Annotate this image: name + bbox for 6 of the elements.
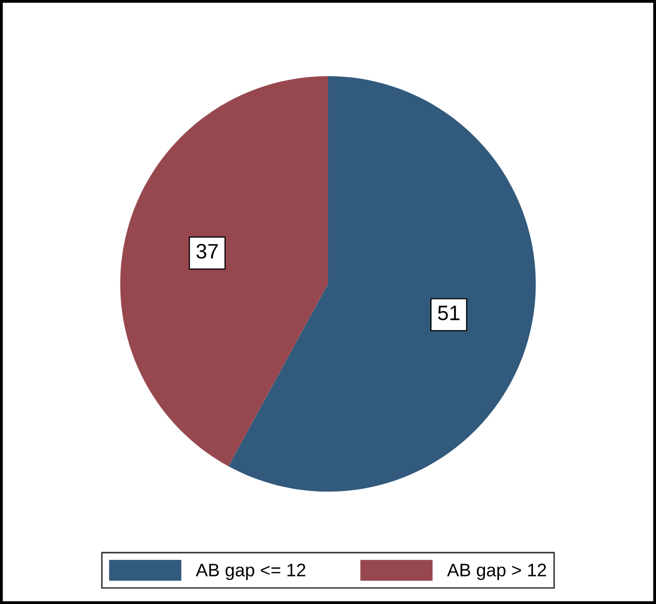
legend-label: AB gap <= 12 [196,564,306,580]
data-label: 51 [438,306,460,320]
pie-slice [120,76,328,466]
data-label: 37 [196,244,218,259]
legend-label: AB gap > 12 [447,564,546,580]
pie-slice [228,76,536,492]
